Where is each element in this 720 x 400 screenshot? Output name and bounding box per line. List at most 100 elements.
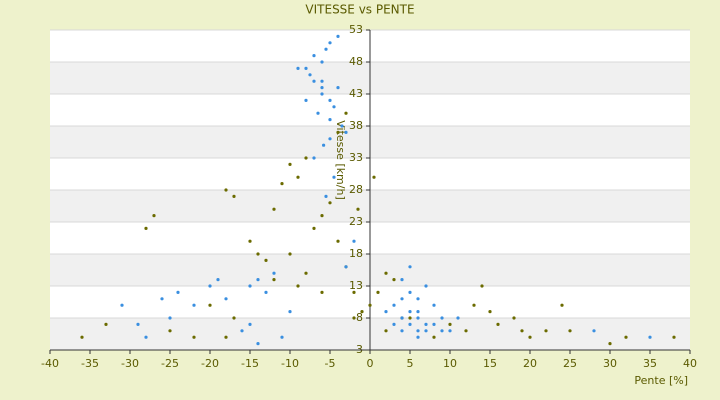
point [336,130,340,134]
y-axis-label: Vitesse [km/h] [334,120,347,200]
point [368,303,372,307]
x-tick-label: -35 [81,357,99,370]
point [352,290,356,294]
y-tick-label: 33 [349,151,363,164]
point [424,329,428,333]
point [400,297,404,301]
x-tick-label: -10 [281,357,299,370]
point [384,329,388,333]
point [344,111,348,115]
point [224,188,228,192]
point [512,316,516,320]
point [152,214,156,218]
y-tick-label: 53 [349,23,363,36]
point [332,175,336,179]
point [424,284,428,288]
point [320,86,324,90]
point [432,303,436,307]
y-tick-label: 43 [349,87,363,100]
chart-title: VITESSE vs PENTE [305,3,414,17]
point [280,335,284,339]
point [208,303,212,307]
y-tick-label: 28 [349,183,363,196]
point [672,335,676,339]
point [304,156,308,160]
x-tick-label: 35 [643,357,657,370]
point [240,329,244,333]
point [336,86,340,90]
x-tick-label: -40 [41,357,59,370]
series [120,34,652,346]
point [360,310,364,314]
x-tick-label: -5 [325,357,336,370]
point [328,201,332,205]
point [176,290,180,294]
y-tick-label: 18 [349,247,363,260]
point [296,175,300,179]
point [384,310,388,314]
point [296,66,300,70]
point [352,239,356,243]
point [320,290,324,294]
point [320,92,324,96]
point [248,239,252,243]
point [144,335,148,339]
x-tick-label: 0 [367,357,374,370]
point [336,34,340,39]
point [160,297,164,301]
point [400,278,404,282]
point [472,303,476,307]
point [440,329,444,333]
point [320,60,324,64]
point [280,182,284,186]
point [608,342,612,346]
point [592,329,596,333]
point [320,79,324,83]
point [104,322,108,326]
point [288,252,292,256]
point [304,98,308,102]
point [324,194,328,198]
point [224,297,228,301]
point [400,329,404,333]
point [376,290,380,294]
point [316,111,320,115]
point [352,316,356,320]
point [496,322,500,326]
point [272,207,276,211]
point [384,271,388,275]
point [304,271,308,275]
point [416,335,420,339]
y-tick-label: 8 [356,311,363,324]
x-tick-label: 5 [407,357,414,370]
point [264,290,268,294]
point [168,316,172,320]
point [648,335,652,339]
point [340,124,344,128]
point [288,310,292,314]
point [312,54,316,58]
x-tick-label: 15 [483,357,497,370]
point [224,335,228,339]
point [400,316,404,320]
point [256,252,260,256]
point [248,284,252,288]
point [304,66,308,70]
point [192,303,196,307]
point [192,335,196,339]
point [312,226,316,230]
point [416,297,420,301]
point [432,335,436,339]
point [144,226,148,230]
point [356,207,360,211]
point [216,278,220,282]
point [440,316,444,320]
x-tick-label: -30 [121,357,139,370]
point [408,290,412,294]
point [344,130,348,134]
point [372,175,376,179]
point [328,98,332,102]
point [408,310,412,314]
point [312,79,316,83]
